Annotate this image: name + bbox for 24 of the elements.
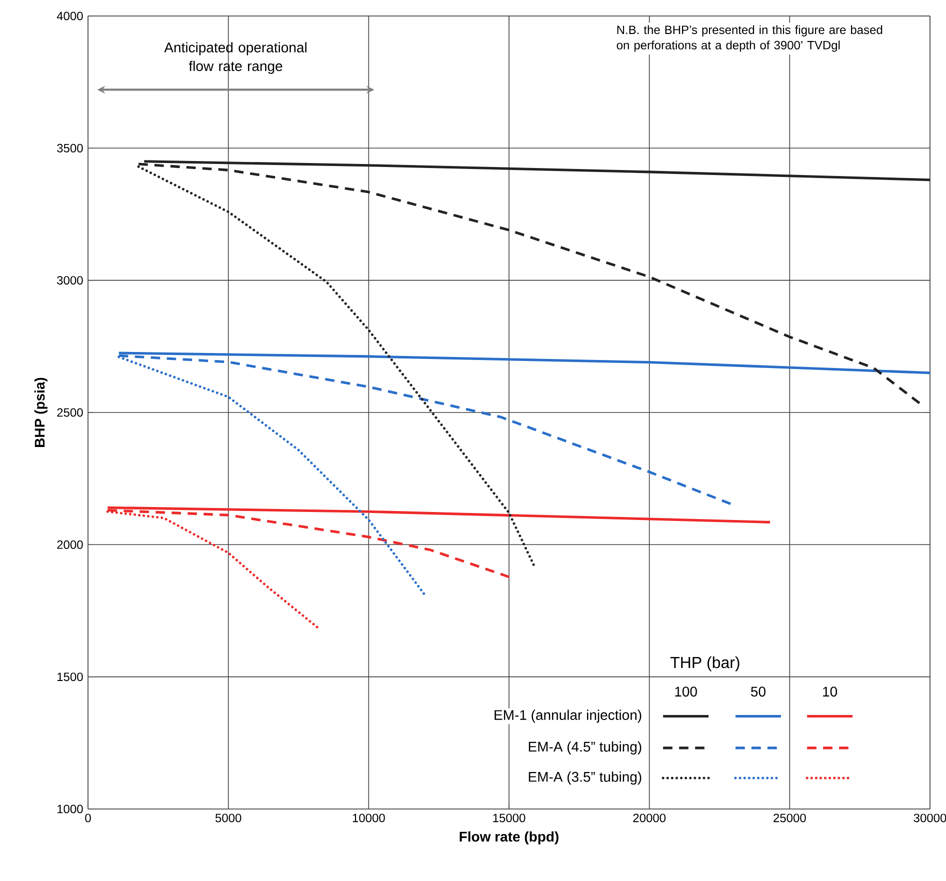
y-tick-label: 3500	[57, 144, 83, 152]
x-tick-label: 25000	[774, 814, 806, 822]
x-axis-title: Flow rate (bpd)	[460, 831, 558, 844]
x-tick-label: 20000	[633, 814, 666, 822]
annotation: EM-A (4.5” tubing)	[528, 741, 642, 754]
annotation: 100	[675, 686, 697, 697]
x-tick-label: 0	[85, 814, 91, 822]
x-tick-label: 5000	[215, 814, 242, 822]
y-axis-title: BHP (psia)	[34, 378, 48, 447]
annotation: N.B. the BHP’s presented in this figure are based on perforations at a depth of 3900’ TVDgl	[616, 25, 882, 52]
legend-title: THP (bar)	[670, 656, 740, 672]
y-tick-label: 2500	[57, 408, 83, 417]
y-tick-label: 2000	[57, 540, 83, 549]
x-tick-label: 15000	[493, 814, 526, 822]
y-tick-label: 1500	[58, 672, 83, 682]
annotation: EM-1 (annular injection)	[494, 710, 642, 723]
annotation: EM-A (3.5” tubing)	[528, 772, 642, 785]
annotation: 10	[823, 686, 838, 697]
x-tick-label: 30000	[914, 814, 946, 822]
x-tick-label: 10000	[352, 814, 385, 822]
annotation: 50	[751, 686, 766, 697]
y-tick-label: 4000	[56, 12, 83, 20]
y-tick-label: 1000	[58, 804, 83, 814]
y-tick-label: 3000	[57, 276, 83, 285]
